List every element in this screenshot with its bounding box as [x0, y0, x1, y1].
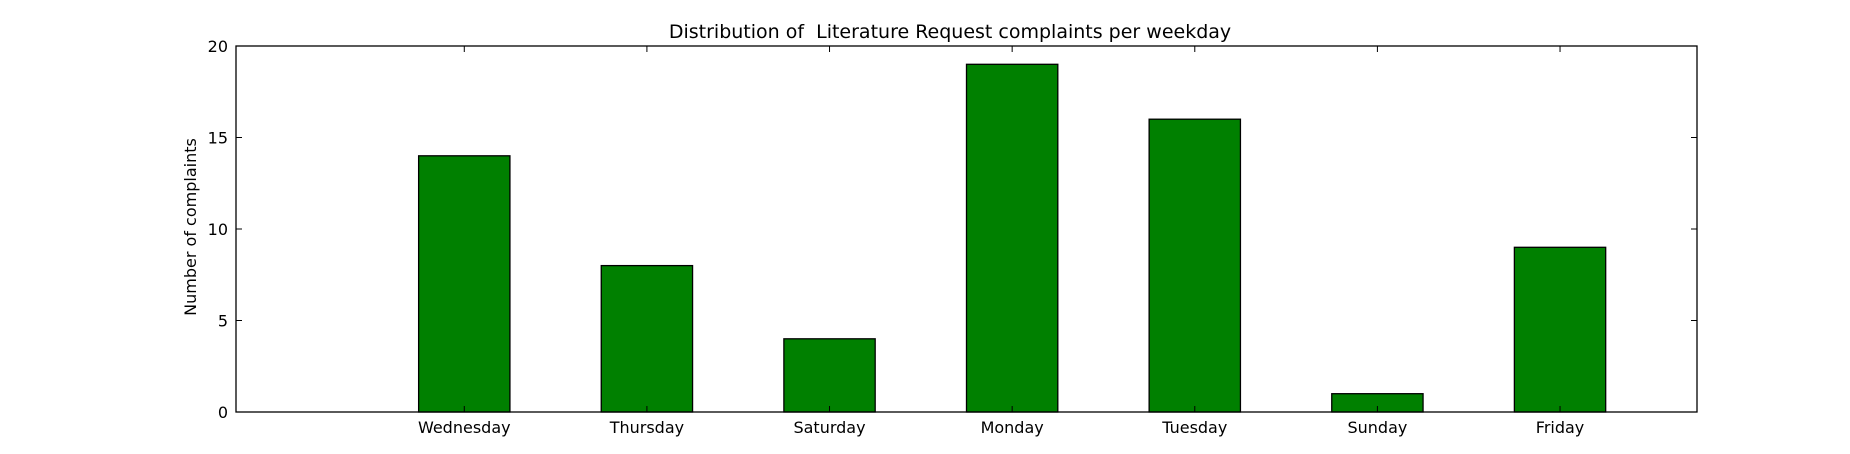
plot-frame — [235, 45, 1698, 413]
y-tick-label-5: 5 — [218, 312, 228, 331]
bars-group — [417, 63, 1607, 413]
x-tick-label-friday: Friday — [1536, 418, 1585, 437]
bar-tuesday — [1148, 118, 1242, 413]
x-tick-label-tuesday: Tuesday — [1161, 418, 1227, 437]
bar-monday — [965, 63, 1059, 413]
bar-friday — [1513, 246, 1607, 413]
y-tick-label-0: 0 — [218, 403, 228, 422]
x-tick-label-thursday: Thursday — [609, 418, 684, 437]
chart-title: Distribution of Literature Request compl… — [669, 21, 1231, 43]
bar-saturday — [783, 338, 876, 413]
y-tick-label-10: 10 — [208, 220, 228, 239]
x-tick-label-monday: Monday — [981, 418, 1044, 437]
y-tick-label-20: 20 — [208, 37, 228, 56]
bar-thursday — [600, 264, 694, 413]
x-tick-label-sunday: Sunday — [1347, 418, 1407, 437]
bar-wednesday — [417, 155, 511, 413]
tick-labels-group: Wednesday Thursday Saturday Monday Tuesday Su… — [208, 37, 1585, 437]
y-axis-label: Number of complaints — [181, 138, 200, 316]
x-tick-label-wednesday: Wednesday — [418, 418, 511, 437]
x-tick-label-saturday: Saturday — [793, 418, 865, 437]
y-tick-label-15: 15 — [208, 129, 228, 148]
